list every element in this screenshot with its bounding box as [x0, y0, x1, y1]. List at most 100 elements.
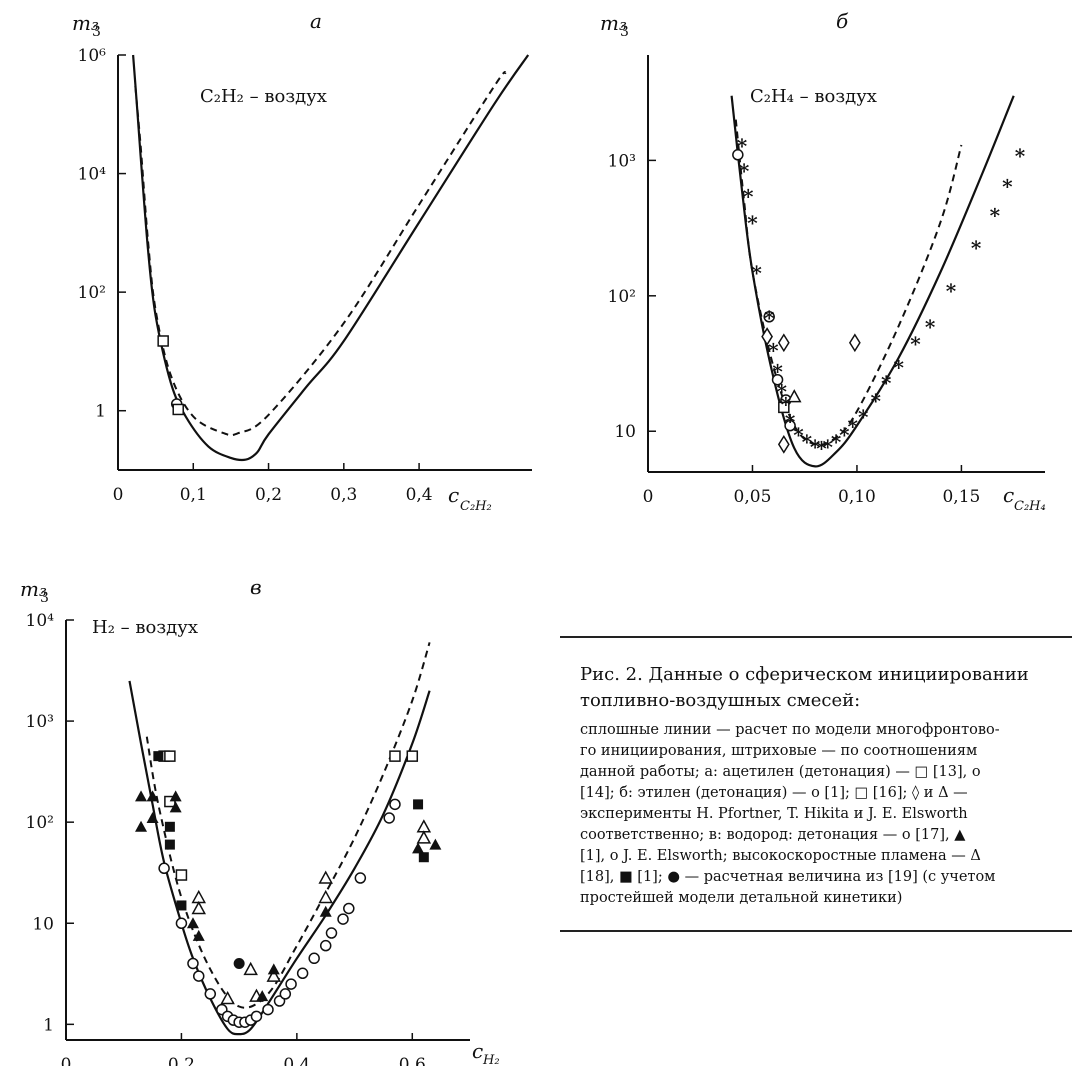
- dashed-curve: [145, 642, 431, 1009]
- y-axis-label-sub-c: 3: [40, 590, 49, 606]
- marker-filled-triangle: [146, 811, 159, 823]
- marker-open-circle: [175, 917, 188, 930]
- x-tick-label: 0,2: [168, 1055, 195, 1066]
- y-tick-label: 10³: [608, 151, 636, 171]
- caption-rule-bottom: [560, 930, 1072, 932]
- caption-line: [1], о J. E. Elsworth; высокоскоростные …: [580, 848, 981, 864]
- marker-filled-triangle: [412, 842, 425, 854]
- marker-open-circle: [771, 373, 784, 386]
- marker-star: *: [946, 279, 957, 303]
- caption-title: Рис. 2. Данные о сферическом инициирован…: [580, 664, 1029, 711]
- marker-filled-triangle: [319, 905, 332, 917]
- marker-open-circle: [308, 952, 320, 965]
- caption-line: сплошные линии — расчет по модели многоф…: [580, 722, 1000, 738]
- marker-star: *: [910, 332, 921, 356]
- x-tick-label: 0: [61, 1055, 72, 1066]
- marker-open-square: [175, 869, 188, 881]
- marker-filled-triangle: [135, 820, 148, 832]
- marker-star: *: [816, 436, 827, 460]
- y-tick-label: 10: [614, 422, 636, 442]
- plot-area-c: 1 10 10² 10³ 10⁴ 0 0,2 0,4 0,6: [26, 611, 442, 1066]
- y-axis-label-b: m₃: [600, 11, 627, 35]
- marker-open-circle: [296, 967, 309, 980]
- marker-open-circle: [337, 913, 349, 925]
- y-tick-label: 10³: [26, 712, 54, 732]
- marker-open-triangle: [191, 900, 207, 915]
- x-tick-label: 0,10: [838, 487, 876, 507]
- marker-filled-triangle: [429, 838, 442, 850]
- y-tick-label: 10²: [78, 283, 106, 303]
- marker-star: *: [839, 423, 850, 447]
- marker-open-circle: [732, 149, 744, 161]
- marker-filled-triangle: [146, 790, 159, 802]
- marker-open-square: [157, 335, 169, 347]
- marker-star: *: [881, 371, 892, 395]
- marker-open-circle: [204, 988, 217, 1000]
- chart-panel-a: 1 10² 10⁴ 10⁶ 0 0,1 0,2 0,3 0,4 m₃ 3 а C₂H₂ – во…: [72, 9, 532, 514]
- marker-star: *: [776, 379, 787, 403]
- marker-open-circle: [763, 311, 775, 323]
- marker-open-circle: [192, 970, 205, 982]
- marker-open-triangle: [416, 830, 432, 844]
- marker-star: *: [971, 236, 982, 260]
- marker-open-circle: [325, 927, 338, 939]
- y-axis-label-c: m₃: [20, 577, 47, 601]
- dashed-curve: [734, 119, 963, 446]
- x-tick-label: 0: [113, 485, 124, 505]
- x-axis-label-sub-b: C₂H₄: [1014, 499, 1046, 514]
- x-axis-label-sub-c: H₂: [482, 1053, 500, 1066]
- x-tick-label: 0,2: [255, 485, 282, 505]
- marker-open-triangle: [416, 819, 432, 833]
- marker-filled-square: [164, 821, 175, 832]
- panel-title-b: б: [836, 9, 849, 33]
- marker-star: *: [802, 430, 813, 454]
- y-tick-label: 1: [95, 402, 106, 422]
- y-tick-label: 10⁴: [26, 611, 55, 631]
- plot-area-a: 1 10² 10⁴ 10⁶ 0 0,1 0,2 0,3 0,4: [78, 46, 530, 505]
- marker-open-square: [164, 750, 176, 762]
- marker-diamond: [777, 434, 790, 454]
- marker-filled-triangle: [192, 929, 205, 941]
- x-tick-label: 0,3: [330, 485, 357, 505]
- marker-star: *: [1002, 175, 1013, 199]
- caption-line: [14]; б: этилен (детонация) — о [1]; □ […: [580, 785, 968, 801]
- marker-diamond: [848, 333, 861, 353]
- caption-body: сплошные линии — расчет по модели многоф…: [580, 720, 1072, 909]
- marker-filled-triangle: [169, 790, 182, 802]
- caption-line: соответственно; в: водород: детонация — …: [580, 827, 966, 843]
- marker-star: *: [894, 356, 905, 380]
- marker-star: *: [768, 339, 779, 363]
- marker-star: *: [925, 315, 936, 339]
- marker-open-square: [389, 750, 401, 762]
- marker-open-circle: [343, 902, 355, 915]
- marker-open-triangle: [220, 990, 235, 1005]
- marker-star: *: [871, 389, 882, 413]
- marker-open-circle: [389, 798, 401, 811]
- marker-open-triangle: [786, 389, 802, 403]
- marker-open-circle: [262, 1003, 274, 1016]
- marker-filled-square: [176, 900, 187, 911]
- marker-star: *: [1015, 144, 1026, 168]
- x-axis-label-c: c: [472, 1039, 483, 1063]
- chart-panel-c: 1 10 10² 10³ 10⁴ 0 0,2 0,4 0,6 m₃ 3 в H₂ – возду…: [20, 575, 500, 1066]
- x-axis-label-a: c: [448, 483, 459, 507]
- solid-curve: [132, 54, 530, 462]
- marker-filled-circle: [233, 957, 245, 969]
- y-tick-label: 10⁴: [78, 165, 107, 185]
- x-tick-label: 0: [643, 487, 654, 507]
- x-axis-label-b: c: [1003, 483, 1014, 507]
- annotation-a: C₂H₂ – воздух: [200, 86, 327, 107]
- marker-open-circle: [319, 939, 332, 952]
- marker-star: *: [751, 261, 762, 285]
- y-axis-label-sub-a: 3: [92, 24, 101, 40]
- panel-title-c: в: [250, 575, 262, 599]
- marker-open-triangle: [318, 870, 333, 884]
- marker-star: *: [858, 405, 869, 429]
- marker-open-square: [778, 401, 790, 414]
- y-tick-label: 10⁶: [78, 46, 107, 66]
- marker-filled-triangle: [169, 801, 182, 813]
- marker-star: *: [793, 423, 804, 447]
